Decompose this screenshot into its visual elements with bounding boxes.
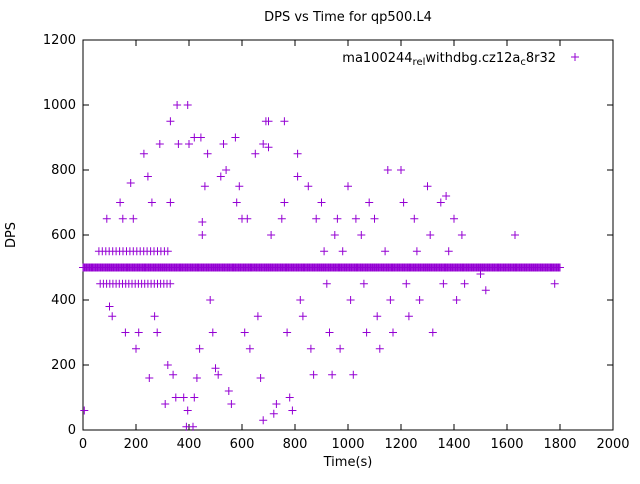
- series-markers: [79, 101, 564, 431]
- y-tick-label: 1000: [43, 98, 76, 113]
- x-tick-label: 600: [230, 437, 255, 452]
- legend-label: ma100244relwithdbg.cz12ac8r32: [342, 51, 556, 68]
- x-tick-label: 1000: [331, 437, 364, 452]
- y-tick-label: 0: [68, 423, 76, 438]
- x-axis-label: Time(s): [323, 455, 373, 470]
- data-points: [79, 101, 564, 431]
- y-axis-label: DPS: [4, 222, 19, 248]
- legend: ma100244relwithdbg.cz12ac8r32: [342, 51, 579, 68]
- y-tick-label: 200: [51, 358, 76, 373]
- chart-title: DPS vs Time for qp500.L4: [264, 10, 432, 25]
- axes: 0 200 400 600 800 1000 1200 1400 1600 1800 2000 0 20…: [43, 33, 630, 452]
- legend-marker-icon: [571, 53, 579, 61]
- x-tick-label: 1200: [384, 437, 417, 452]
- y-tick-label: 400: [51, 293, 76, 308]
- y-tick-label: 800: [51, 163, 76, 178]
- x-tick-label: 2000: [596, 437, 629, 452]
- x-tick-label: 1800: [543, 437, 576, 452]
- x-tick-label: 1400: [437, 437, 470, 452]
- x-tick-label: 400: [177, 437, 202, 452]
- x-tick-label: 0: [79, 437, 87, 452]
- x-tick-label: 1600: [490, 437, 523, 452]
- x-tick-label: 200: [124, 437, 149, 452]
- tick-marks: [82, 39, 614, 431]
- x-tick-label: 800: [283, 437, 308, 452]
- y-tick-label: 1200: [43, 33, 76, 48]
- y-tick-label: 600: [51, 228, 76, 243]
- plot-frame: [82, 39, 614, 431]
